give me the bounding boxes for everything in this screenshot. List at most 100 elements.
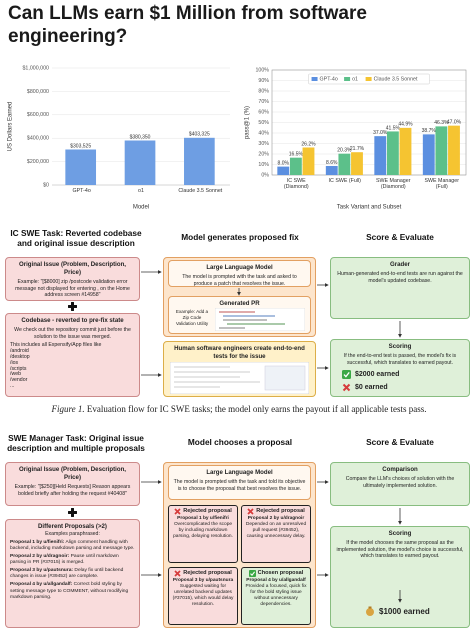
verdict: Rejected proposal [183,570,232,576]
bar [65,149,97,185]
proposal: Proposal 4 by u/allgandalf: Correct bold… [10,582,135,600]
y-axis-label: US Dollars Earned [8,102,14,152]
review-proposal: Proposal 3 by u/pautsnura [172,578,234,583]
bar [124,140,156,185]
box-title: Grader [390,261,410,268]
bar [325,165,338,175]
box-title: Original Issue (Problem, Description, Pr… [18,466,126,481]
legend-swatch [365,77,372,81]
legend-label: GPT-4o [320,77,338,83]
box-text: This includes all Expensify/App files li… [10,342,102,349]
box-text: Examples paraphrased: [45,530,100,537]
value-label: 47.0% [447,119,462,125]
column-title: IC SWE Task: Reverted codebase and origi… [10,228,142,248]
box-text: Example: "[$250][Held Requests] Reason a… [14,483,131,497]
value-label: 44.9% [398,122,413,128]
outcome-text: $2000 earned [355,371,400,378]
issue-box: Original Issue (Problem, Description, Pr… [5,257,140,301]
tests-box: Human software engineers create end-to-e… [163,341,316,397]
page-title: Can LLMs earn $1 Million from software e… [8,3,367,47]
chart-svg: $0 $200,000 $400,000 $600,000 $800,000 $1,000… [8,65,230,211]
x-tick-label: o1 [138,188,144,194]
outcome-text: $1000 earned [379,606,430,616]
proposal: Proposal 1 by u/fienifri: Align comment … [10,540,135,552]
pr-box: Generated PR Example: Add a Zip Code Val… [168,296,311,334]
y-tick-label: 70% [258,99,269,105]
box-text: The model is prompted with the task and … [173,478,306,492]
review-card: Rejected proposal Proposal 2 by u/dragno… [241,505,311,563]
review-text: Overcomplicated the scope by including m… [173,521,233,539]
legend-label: o1 [352,77,358,83]
value-label: $380,350 [130,134,151,140]
box-title: Large Language Model [206,264,273,271]
y-tick-label: 90% [258,78,269,84]
plot-frame [271,69,467,176]
y-tick-label: 10% [258,162,269,168]
x-tick-label: IC SWE (Full) [328,178,361,184]
proposal-author: Proposal 4 by u/allgandalf: [10,582,73,588]
file-item: /android [10,348,29,355]
proposals-box: Different Proposals (>2) Examples paraph… [5,519,140,628]
x-tick-label: GPT-4o [72,188,91,194]
box-text: If the end-to-end test is passed, the mo… [343,352,457,366]
column-title: SWE Manager Task: Original issue descrip… [7,433,145,453]
bar [338,153,351,175]
box-title: Comparison [382,466,418,473]
value-label: 16.5% [289,152,304,158]
box-text: Example: Add a Zip Code Validation Utili… [175,309,209,326]
bar [435,126,448,175]
box-title: Human software engineers create end-to-e… [174,345,305,360]
bar [448,125,460,175]
caption-label: Figure 1. [51,404,85,414]
y-tick-label: $400,000 [27,136,49,142]
column-title: Model chooses a proposal [187,437,293,447]
comparison-box: Comparison Compare the LLM's choices of … [330,462,470,506]
box-text: Example: "[$8000] zip /postcode validati… [15,278,130,299]
bar [277,166,290,175]
cross-icon [342,383,351,392]
legend-swatch [311,77,318,81]
review-proposal: Proposal 2 by u/dragnoir [247,516,305,521]
box-title: Large Language Model [206,469,273,476]
figure-caption: Figure 1. Evaluation flow for IC SWE tas… [6,404,472,414]
box-text: Human-generated end-to-end tests are run… [337,270,463,284]
review-text: Provided a focused, quick fix for the bo… [245,583,307,607]
code-snippet [215,308,305,331]
test-screenshot [170,362,309,394]
y-tick-label: 50% [258,120,269,126]
y-tick-label: 40% [258,130,269,136]
proposal-text: Delay fix until backend changes in issue… [10,568,124,580]
verdict: Rejected proposal [256,508,305,514]
x-axis-label: Task Variant and Subset [337,205,402,211]
grader-box: Grader Human-generated end-to-end tests … [330,257,470,319]
money-icon [366,606,374,616]
proposal-author: Proposal 3 by u/pautsnura: [10,568,74,574]
y-tick-label: 30% [258,141,269,147]
box-title: Codebase - reverted to pre-fix state [21,317,124,324]
value-label: $303,525 [70,143,91,149]
y-tick-label: 20% [258,151,269,157]
review-card: Rejected proposal Proposal 3 by u/pautsn… [168,567,238,625]
cross-icon [174,570,181,577]
y-axis-label: pass@1 (%) [245,106,251,139]
proposal-text: Align comment handling with backend, inc… [10,539,135,551]
bar [422,134,435,175]
file-item: /ios [10,359,19,366]
box-title: Scoring [388,343,412,350]
proposal-text: Correct bold styling by setting message … [10,582,129,600]
box-text: If the model chooses the same proposal a… [336,539,464,560]
box-title: Scoring [388,530,412,537]
value-label: 21.7% [350,146,365,152]
y-tick-label: 0% [261,172,269,178]
bar [374,136,387,175]
value-label: 26.2% [301,141,316,147]
check-icon [248,570,256,577]
verdict: Chosen proposal [257,570,304,576]
y-tick-label: 100% [255,67,269,73]
column-title: Score & Evaluate [366,437,434,447]
scoring-box: Scoring If the end-to-end test is passed… [330,339,470,397]
column-title: Model generates proposed fix [181,232,299,242]
proposal-text: Pause until markdown parsing in PR (#370… [10,553,119,566]
proposal-author: Proposal 1 by u/fienifri: [10,539,65,545]
